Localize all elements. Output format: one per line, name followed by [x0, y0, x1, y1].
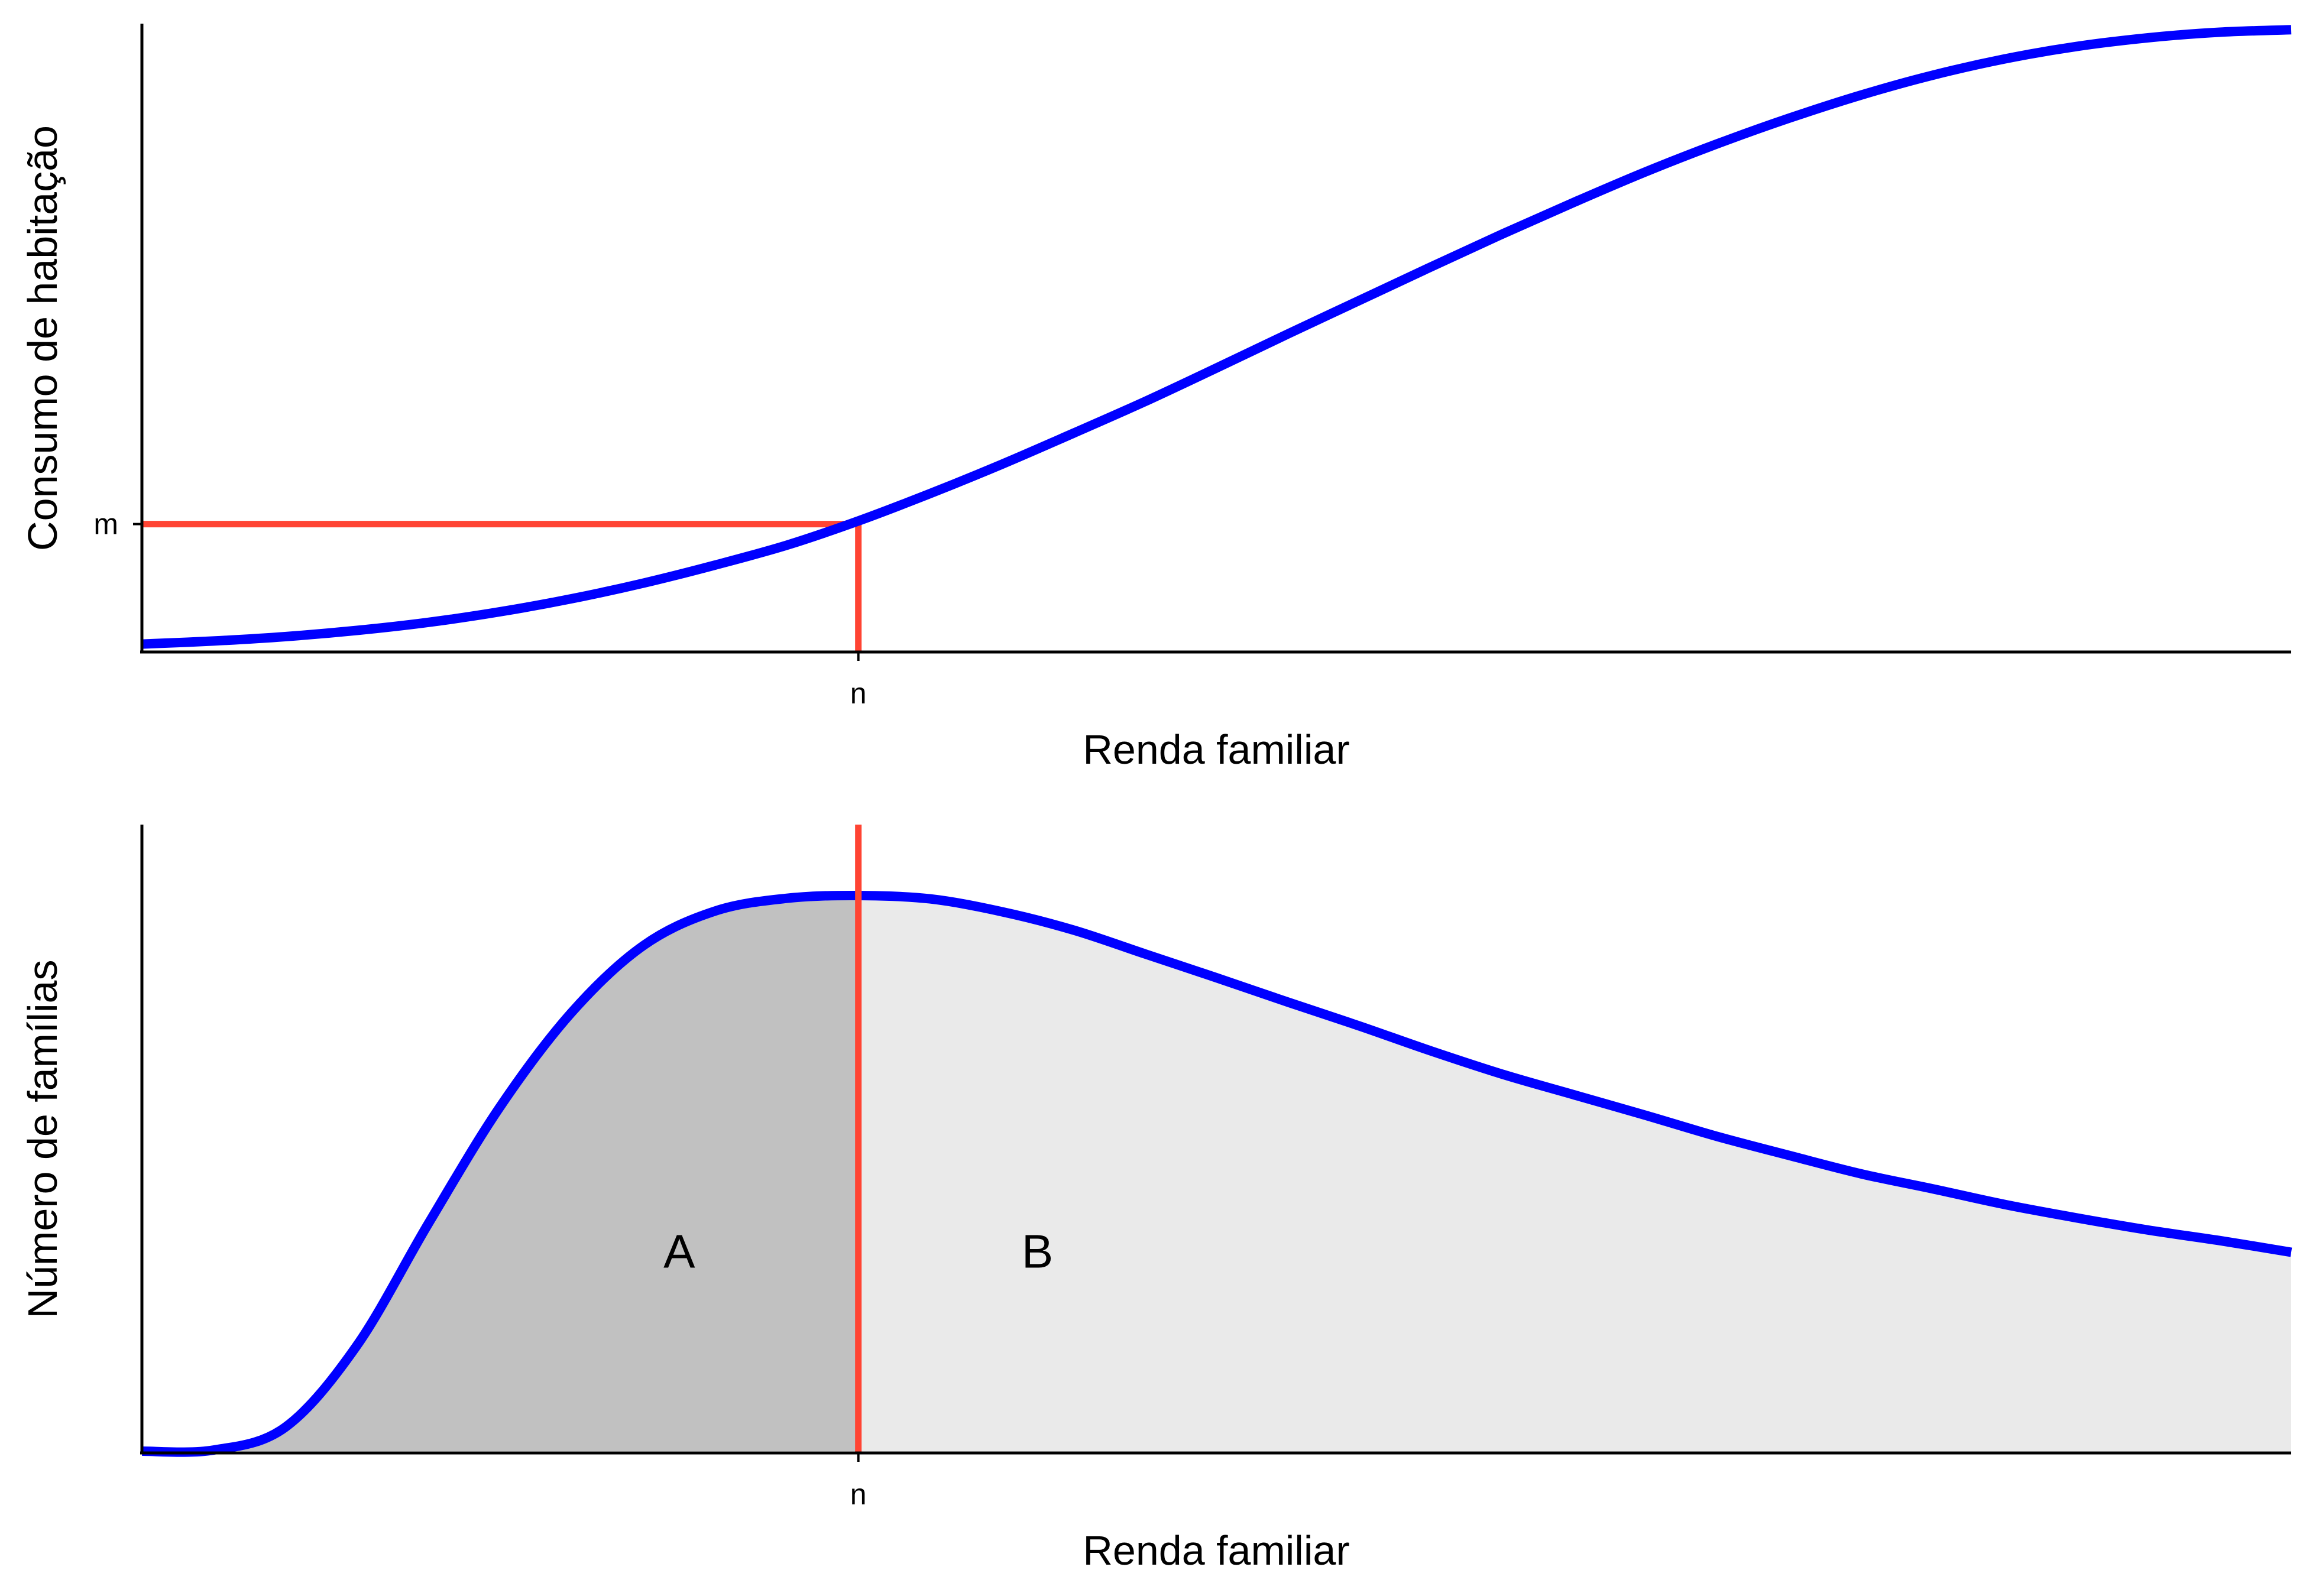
y-tick-label: m — [93, 508, 118, 541]
y-axis-title: Consumo de habitação — [20, 125, 66, 551]
families-curve — [141, 890, 2292, 1457]
consumption-panel: nm Renda familiar Consumo de habitação — [20, 24, 2292, 773]
consumption-ticks: nm — [93, 508, 866, 710]
region-b-area — [858, 896, 2291, 1451]
y-axis-title: Número de famílias — [20, 960, 66, 1319]
x-axis-title: Renda familiar — [1083, 726, 1349, 773]
region-a-label: A — [663, 1225, 695, 1278]
region-b-label: B — [1022, 1225, 1053, 1278]
families-ticks: n — [850, 1453, 867, 1511]
region-a-area — [142, 896, 859, 1452]
x-tick-label: n — [850, 677, 867, 710]
x-tick-label: n — [850, 1478, 867, 1511]
x-axis-title: Renda familiar — [1083, 1527, 1349, 1574]
consumption-plot-area — [141, 25, 2292, 652]
consumption-curve — [141, 25, 2292, 649]
